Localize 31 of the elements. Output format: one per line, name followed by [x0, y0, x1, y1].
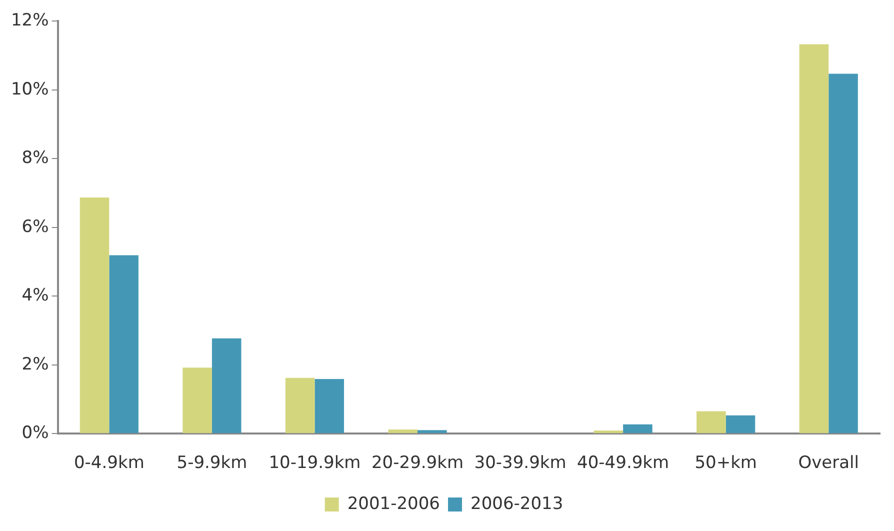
y-tick-label: 8% [22, 148, 49, 168]
bar [799, 44, 829, 434]
y-tick-label: 2% [22, 354, 49, 374]
legend-label: 2001-2006 [347, 494, 440, 514]
bar [418, 430, 447, 434]
y-tick-label: 12% [10, 10, 49, 31]
bar [594, 430, 624, 434]
x-tick-label: 0-4.9km [74, 453, 144, 474]
legend-label: 2006-2013 [470, 494, 564, 514]
bar [182, 368, 212, 434]
x-tick-label: 40-49.9km [577, 453, 670, 474]
x-tick-label: 20-29.9km [371, 453, 464, 474]
bar [623, 424, 652, 434]
y-tick-label: 10% [10, 79, 49, 100]
x-tick-label: 30-39.9km [474, 453, 566, 474]
y-tick-label: 4% [22, 286, 49, 306]
x-tick-label: 10-19.9km [268, 453, 361, 474]
x-tick-label: Overall [798, 453, 859, 474]
y-tick-label: 0% [22, 423, 49, 444]
bar [314, 378, 344, 434]
bar [212, 338, 242, 434]
bar [726, 415, 756, 434]
bar [828, 74, 858, 434]
bar [285, 378, 315, 434]
y-tick-label: 6% [22, 216, 49, 237]
bar [388, 429, 418, 434]
bar [696, 411, 726, 434]
bar [80, 198, 110, 434]
bar [109, 255, 138, 434]
x-tick-label: 50+km [694, 453, 757, 474]
x-tick-label: 5-9.9km [176, 453, 248, 474]
